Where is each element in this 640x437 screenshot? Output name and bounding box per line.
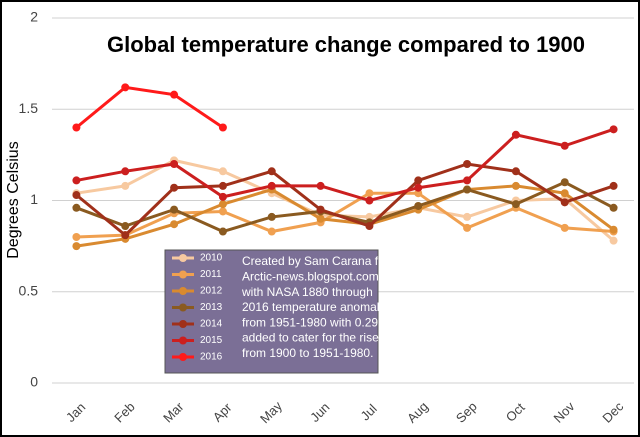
annotation: 2016 temperature anomaly [242,300,385,314]
data-point [463,212,472,221]
data-point [609,203,618,212]
data-point [316,181,325,190]
data-point [414,189,423,198]
series-line [75,85,224,129]
data-point [560,141,569,150]
data-point [463,176,472,185]
legend-label: 2016 [200,352,223,363]
data-point [121,231,130,240]
data-point [218,227,227,236]
data-point [218,192,227,201]
series-line [76,184,615,248]
data-point [267,181,276,190]
data-point [316,214,325,223]
annotation: with NASA 1880 through [241,285,373,299]
data-point [72,176,81,185]
data-point [463,223,472,232]
y-axis-label: Degrees Celsius [5,141,22,258]
data-point [170,205,179,214]
data-point [365,212,374,221]
legend-label: 2013 [200,302,223,313]
data-point [365,189,374,198]
data-point [72,242,81,251]
annotation: from 1900 to 1951-1980. [242,346,373,360]
data-point [560,178,569,187]
data-point [218,123,227,132]
legend-marker [179,336,187,345]
y-tick-label: 1.5 [19,100,39,116]
data-point [218,200,227,209]
y-tick-label: 2 [30,9,38,25]
legend-marker [179,303,187,312]
data-point [511,181,520,190]
annotation: from 1951-1980 with 0.29°C [242,315,392,329]
chart-title: Global temperature change compared to 19… [107,32,585,57]
data-point [560,189,569,198]
series-line [76,127,615,203]
data-point [170,220,179,229]
data-point [609,236,618,245]
data-point [463,185,472,194]
data-point [72,191,81,200]
y-tick-label: 1 [30,191,38,207]
legend-marker [179,270,187,279]
data-point [414,201,423,210]
legend-marker [179,287,187,295]
data-point [365,196,374,205]
legend-label: 2012 [200,286,223,297]
data-point [316,205,325,214]
data-point [72,203,81,212]
data-point [121,181,130,190]
data-point [414,176,423,185]
data-point [560,198,569,207]
data-point [463,160,472,168]
legend-label: 2014 [200,319,223,330]
data-point [511,167,520,176]
data-point [218,181,227,190]
data-point [267,167,276,176]
legend-marker [179,254,187,262]
data-point [121,83,130,92]
data-point [121,167,130,176]
data-point [267,212,276,221]
data-point [414,183,423,192]
data-point [218,167,227,176]
legend-label: 2011 [200,269,222,280]
series-line [75,162,615,238]
annotation: Arctic-news.blogspot.com [242,269,379,283]
data-point [218,207,227,216]
legend-marker [179,320,187,328]
data-point [72,233,81,241]
data-point [72,123,81,132]
data-point [267,227,276,236]
data-point [365,222,374,231]
data-point [609,225,618,234]
data-point [609,181,618,190]
y-tick-label: 0 [30,374,38,390]
legend-label: 2010 [200,253,223,264]
legend-label: 2015 [200,335,223,346]
y-tick-label: 0.5 [19,282,39,298]
data-point [121,222,130,231]
data-point [511,200,520,209]
legend-marker [179,353,187,361]
data-point [170,90,179,99]
annotation: Created by Sam Carana for [242,254,389,268]
series-line [76,191,614,239]
legend-box [164,249,379,374]
data-point [609,125,618,134]
data-point [511,130,520,139]
data-point [560,223,569,232]
data-point [170,183,179,192]
data-point [170,160,179,168]
annotation: added to cater for the rise [242,331,379,345]
